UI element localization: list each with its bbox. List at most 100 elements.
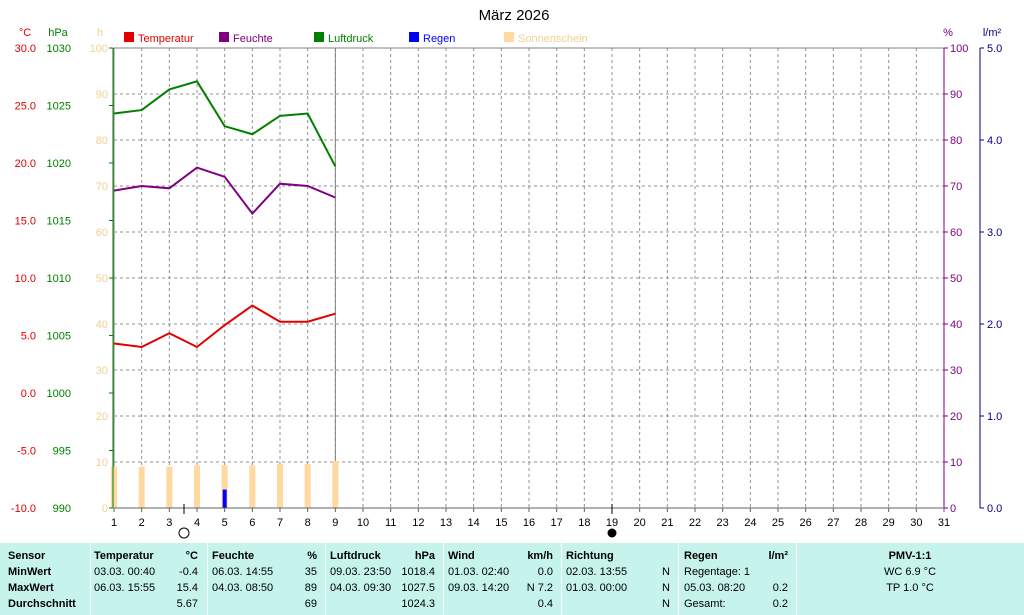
- row-label-min: MinWert: [8, 566, 52, 578]
- sunshine-tick-label: 40: [96, 319, 108, 331]
- x-tick-label: 10: [357, 517, 369, 529]
- humidity-min-value: 35: [304, 566, 317, 578]
- temperature-tick-label: -5.0: [17, 446, 36, 458]
- x-tick-label: 26: [800, 517, 812, 529]
- x-tick-label: 11: [385, 517, 396, 529]
- wind-max-value: N 7.2: [526, 582, 553, 594]
- pmv-header: PMV-1:1: [888, 550, 932, 562]
- humidity-tick-label: 70: [950, 181, 962, 193]
- humidity-tick-label: 20: [950, 411, 962, 423]
- pressure-average: 1024.3: [401, 598, 435, 610]
- humidity-line: [113, 166, 336, 216]
- temperature-max-value: 15.4: [176, 582, 198, 594]
- x-tick-label: 30: [910, 517, 922, 529]
- temperature-min-value: -0.4: [179, 566, 198, 578]
- humidity-tick-label: 40: [950, 319, 962, 331]
- humidity-max-time: 04.03. 08:50: [212, 582, 274, 594]
- pressure-tick-label: 990: [53, 503, 71, 515]
- sunshine-tick-label: 60: [96, 227, 108, 239]
- x-tick-label: 5: [222, 517, 228, 529]
- sunshine-tick-label: 70: [96, 181, 108, 193]
- humidity-tick-label: 80: [950, 135, 962, 147]
- humidity-average: 69: [304, 598, 317, 610]
- sunshine-tick-label: 90: [96, 89, 108, 101]
- x-tick-label: 16: [523, 517, 535, 529]
- x-tick-label: 1: [111, 517, 117, 529]
- humidity-tick-label: 50: [950, 273, 962, 285]
- sunshine-tick-label: 80: [96, 135, 108, 147]
- x-tick-label: 3: [166, 517, 172, 529]
- rain-total-value: 0.2: [772, 598, 788, 610]
- wind-min-time: 01.03. 02:40: [448, 566, 510, 578]
- pressure-line: [113, 80, 337, 167]
- full-moon-icon: [607, 528, 617, 538]
- humidity-unit-label: %: [943, 27, 953, 39]
- x-tick-label: 14: [468, 517, 480, 529]
- sunshine-unit-label: h: [97, 27, 103, 39]
- rain-tick-label: 4.0: [987, 135, 1002, 147]
- sunshine-tick-label: 10: [96, 457, 108, 469]
- sunshine-bar: [166, 466, 173, 508]
- pressure-unit: hPa: [414, 550, 435, 562]
- rain-total-label: Gesamt:: [684, 598, 726, 610]
- x-tick-label: 18: [578, 517, 590, 529]
- temperature-tick-label: 25.0: [15, 101, 36, 113]
- temperature-unit: °C: [185, 550, 198, 562]
- rain-tick-label: 0.0: [987, 503, 1002, 515]
- humidity-tick-label: 90: [950, 89, 962, 101]
- direction-min-time: 02.03. 13:55: [566, 566, 628, 578]
- rain-tick-label: 3.0: [987, 227, 1002, 239]
- rain-tick-label: 5.0: [987, 43, 1002, 55]
- pressure-tick-label: 1015: [47, 216, 71, 228]
- sunshine-bar: [194, 465, 200, 508]
- rain-max-time: 05.03. 08:20: [684, 582, 746, 594]
- sunshine-bar: [221, 465, 228, 508]
- x-tick-label: 8: [305, 517, 311, 529]
- direction-average: N: [662, 598, 670, 610]
- chart-legend: Temperatur Feuchte Luftdruck Regen Sonnensch…: [124, 32, 588, 45]
- direction-max-value: N: [662, 582, 670, 594]
- x-tick-label: 25: [772, 517, 784, 529]
- sunshine-bar: [249, 465, 256, 508]
- temperature-unit-label: °C: [19, 27, 31, 39]
- pressure-tick-label: 1020: [47, 158, 71, 170]
- sunshine-bar: [304, 463, 311, 508]
- rain-bar: [222, 489, 227, 508]
- x-tick-label: 7: [277, 517, 283, 529]
- chart-title: März 2026: [479, 7, 550, 24]
- rain-max-value: 0.2: [772, 582, 788, 594]
- temperature-tick-label: 30.0: [15, 43, 36, 55]
- pressure-tick-label: 1025: [47, 101, 71, 113]
- pressure-tick-label: 1030: [47, 43, 71, 55]
- pressure-min-time: 09.03. 23:50: [330, 566, 392, 578]
- x-tick-label: 24: [744, 517, 756, 529]
- legend-label: Luftdruck: [328, 33, 374, 45]
- sunshine-bar: [111, 466, 117, 508]
- chart-series: [113, 80, 337, 349]
- temperature-tick-label: 15.0: [15, 216, 36, 228]
- x-tick-label: 22: [689, 517, 701, 529]
- x-tick-label: 9: [332, 517, 338, 529]
- legend-label: Feuchte: [233, 33, 273, 45]
- temperature-header: Temperatur: [94, 550, 154, 562]
- direction-max-time: 01.03. 00:00: [566, 582, 628, 594]
- pressure-tick-label: 1000: [47, 388, 71, 400]
- humidity-tick-label: 10: [950, 457, 962, 469]
- wind-average: 0.4: [537, 598, 553, 610]
- x-tick-label: 19: [606, 517, 618, 529]
- humidity-tick-label: 100: [950, 43, 968, 55]
- pressure-max-value: 1027.5: [401, 582, 435, 594]
- new-moon-icon: [178, 527, 190, 539]
- pressure-tick-label: 1005: [47, 331, 71, 343]
- rain-unit: l/m²: [768, 550, 788, 562]
- row-label-avg: Durchschnitt: [8, 598, 76, 610]
- x-tick-label: 20: [634, 517, 646, 529]
- humidity-tick-label: 60: [950, 227, 962, 239]
- temperature-tick-label: -10.0: [11, 503, 36, 515]
- x-tick-label: 17: [551, 517, 563, 529]
- pmv-wind-chill: WC 6.9 °C: [883, 566, 937, 578]
- sunshine-tick-label: 30: [96, 365, 108, 377]
- humidity-unit: %: [307, 550, 317, 562]
- wind-min-value: 0.0: [537, 566, 553, 578]
- wind-header: Wind: [448, 550, 475, 562]
